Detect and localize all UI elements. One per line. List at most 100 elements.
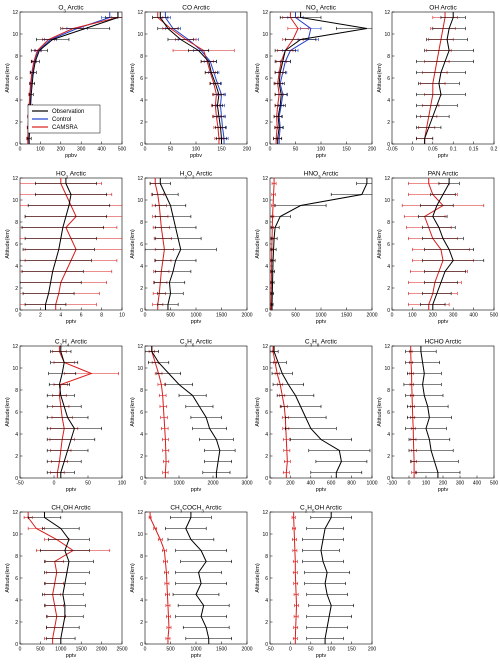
x-tick-label: 200 bbox=[286, 481, 295, 487]
x-tick-label: 0.1 bbox=[450, 147, 457, 153]
x-tick-label: 800 bbox=[347, 481, 356, 487]
y-tick-label: 4 bbox=[140, 432, 143, 438]
plot-frame bbox=[19, 345, 123, 479]
series-line-camsra bbox=[424, 178, 444, 310]
plot-frame bbox=[269, 345, 373, 479]
legend: Observation Control CAMSRA bbox=[27, 104, 101, 134]
y-tick-label: 8 bbox=[140, 54, 143, 60]
series-line-observation bbox=[159, 12, 222, 144]
y-tick-label: 4 bbox=[387, 432, 390, 438]
y-tick-label: 10 bbox=[12, 32, 18, 38]
y-tick-label: 10 bbox=[262, 32, 268, 38]
x-tick-label: 2000 bbox=[241, 313, 252, 319]
series-line-camsra bbox=[27, 512, 74, 644]
x-axis-label: pptv bbox=[316, 153, 327, 159]
y-tick-label: 8 bbox=[387, 54, 390, 60]
plot-frame bbox=[144, 177, 248, 311]
y-tick-label: 12 bbox=[262, 344, 268, 350]
y-tick-label: 12 bbox=[12, 510, 18, 516]
y-tick-label: 6 bbox=[140, 76, 143, 82]
y-tick-label: 0 bbox=[265, 476, 268, 482]
series-line-camsra bbox=[56, 346, 93, 478]
plot-frame bbox=[144, 345, 248, 479]
x-tick-label: 2000 bbox=[207, 481, 218, 487]
series-line-camsra bbox=[293, 512, 298, 644]
y-axis-label: Altitude(km) bbox=[377, 229, 383, 259]
x-tick-label: 200 bbox=[368, 647, 377, 653]
x-tick-label: 1000 bbox=[173, 481, 184, 487]
y-tick-label: 2 bbox=[15, 620, 18, 626]
x-tick-label: -0.05 bbox=[386, 147, 398, 153]
panel-13: CH3OH Arctic 0 2 4 6 8 10 12 Altitude(km) 0 500 100… bbox=[5, 505, 128, 660]
x-tick-label: 10 bbox=[119, 313, 125, 319]
y-tick-label: 4 bbox=[15, 432, 18, 438]
x-tick-label: 500 bbox=[490, 313, 499, 319]
x-axis-label: pptv bbox=[191, 653, 202, 659]
panel-10: C2H6 Arctic 0 2 4 6 8 10 12 Altitude(km) 0 1000 200… bbox=[130, 339, 253, 494]
y-tick-label: 4 bbox=[15, 98, 18, 104]
y-tick-label: 0 bbox=[387, 476, 390, 482]
x-tick-label: 0.15 bbox=[469, 147, 479, 153]
y-tick-label: 2 bbox=[265, 286, 268, 292]
y-tick-label: 4 bbox=[265, 98, 268, 104]
series-line-observation bbox=[271, 178, 368, 310]
plot-area bbox=[291, 512, 354, 644]
panel-title: HO2 Arctic bbox=[56, 171, 87, 180]
x-axis-label: pptv bbox=[316, 653, 327, 659]
x-tick-label: 500 bbox=[166, 647, 175, 653]
y-tick-label: 4 bbox=[387, 264, 390, 270]
y-tick-label: 12 bbox=[262, 510, 268, 516]
x-tick-label: 400 bbox=[469, 313, 478, 319]
y-tick-label: 12 bbox=[137, 344, 143, 350]
panel-title: CO Arctic bbox=[182, 5, 210, 12]
x-tick-label: 150 bbox=[217, 147, 226, 153]
y-tick-label: 0 bbox=[265, 642, 268, 648]
panel-5: HO2 Arctic 0 2 4 6 8 10 12 Altitude(km) 0 2 4 6 8 10 pp… bbox=[5, 171, 125, 326]
y-tick-label: 2 bbox=[140, 120, 143, 126]
x-tick-label: 50 bbox=[168, 147, 174, 153]
x-axis-label: pptv bbox=[191, 319, 202, 325]
x-axis-label: pptv bbox=[438, 319, 449, 325]
x-tick-label: 0 bbox=[289, 647, 292, 653]
series-line-camsra bbox=[424, 12, 446, 144]
x-tick-label: 400 bbox=[97, 147, 106, 153]
x-tick-label: 0 bbox=[411, 147, 414, 153]
y-tick-label: 8 bbox=[387, 388, 390, 394]
y-axis-label: Altitude(km) bbox=[5, 63, 11, 93]
y-tick-label: 12 bbox=[137, 176, 143, 182]
legend-label-observation: Observation bbox=[52, 109, 84, 115]
x-axis-label: ppbv bbox=[190, 153, 202, 159]
y-tick-label: 2 bbox=[387, 454, 390, 460]
x-tick-label: 100 bbox=[422, 481, 431, 487]
y-tick-label: 8 bbox=[15, 554, 18, 560]
series-line-camsra bbox=[272, 346, 288, 478]
y-tick-label: 0 bbox=[15, 476, 18, 482]
y-axis-label: Altitude(km) bbox=[5, 563, 11, 593]
panel-title: OH Arctic bbox=[429, 5, 457, 12]
plot-frame bbox=[144, 511, 248, 645]
x-tick-label: 1500 bbox=[76, 647, 87, 653]
x-tick-label: 400 bbox=[473, 481, 482, 487]
plot-area bbox=[152, 12, 235, 144]
x-axis-label: pptv bbox=[66, 487, 77, 493]
y-tick-label: 4 bbox=[387, 98, 390, 104]
y-tick-label: 2 bbox=[140, 620, 143, 626]
x-tick-label: 2 bbox=[39, 313, 42, 319]
x-tick-label: -100 bbox=[387, 481, 397, 487]
plot-frame bbox=[144, 11, 248, 145]
plot-frame bbox=[391, 11, 495, 145]
panel-8: PAN Arctic 0 2 4 6 8 10 12 Altitude(km) 0 100 200 30… bbox=[377, 171, 498, 326]
y-tick-label: 6 bbox=[265, 76, 268, 82]
y-tick-label: 0 bbox=[140, 476, 143, 482]
panel-title: NO2 Arctic bbox=[306, 5, 337, 14]
series-line-camsra bbox=[149, 512, 170, 644]
y-tick-label: 0 bbox=[387, 142, 390, 148]
x-tick-label: 0 bbox=[269, 481, 272, 487]
x-tick-label: 500 bbox=[291, 313, 300, 319]
x-tick-label: 0 bbox=[19, 647, 22, 653]
y-tick-label: 4 bbox=[140, 98, 143, 104]
